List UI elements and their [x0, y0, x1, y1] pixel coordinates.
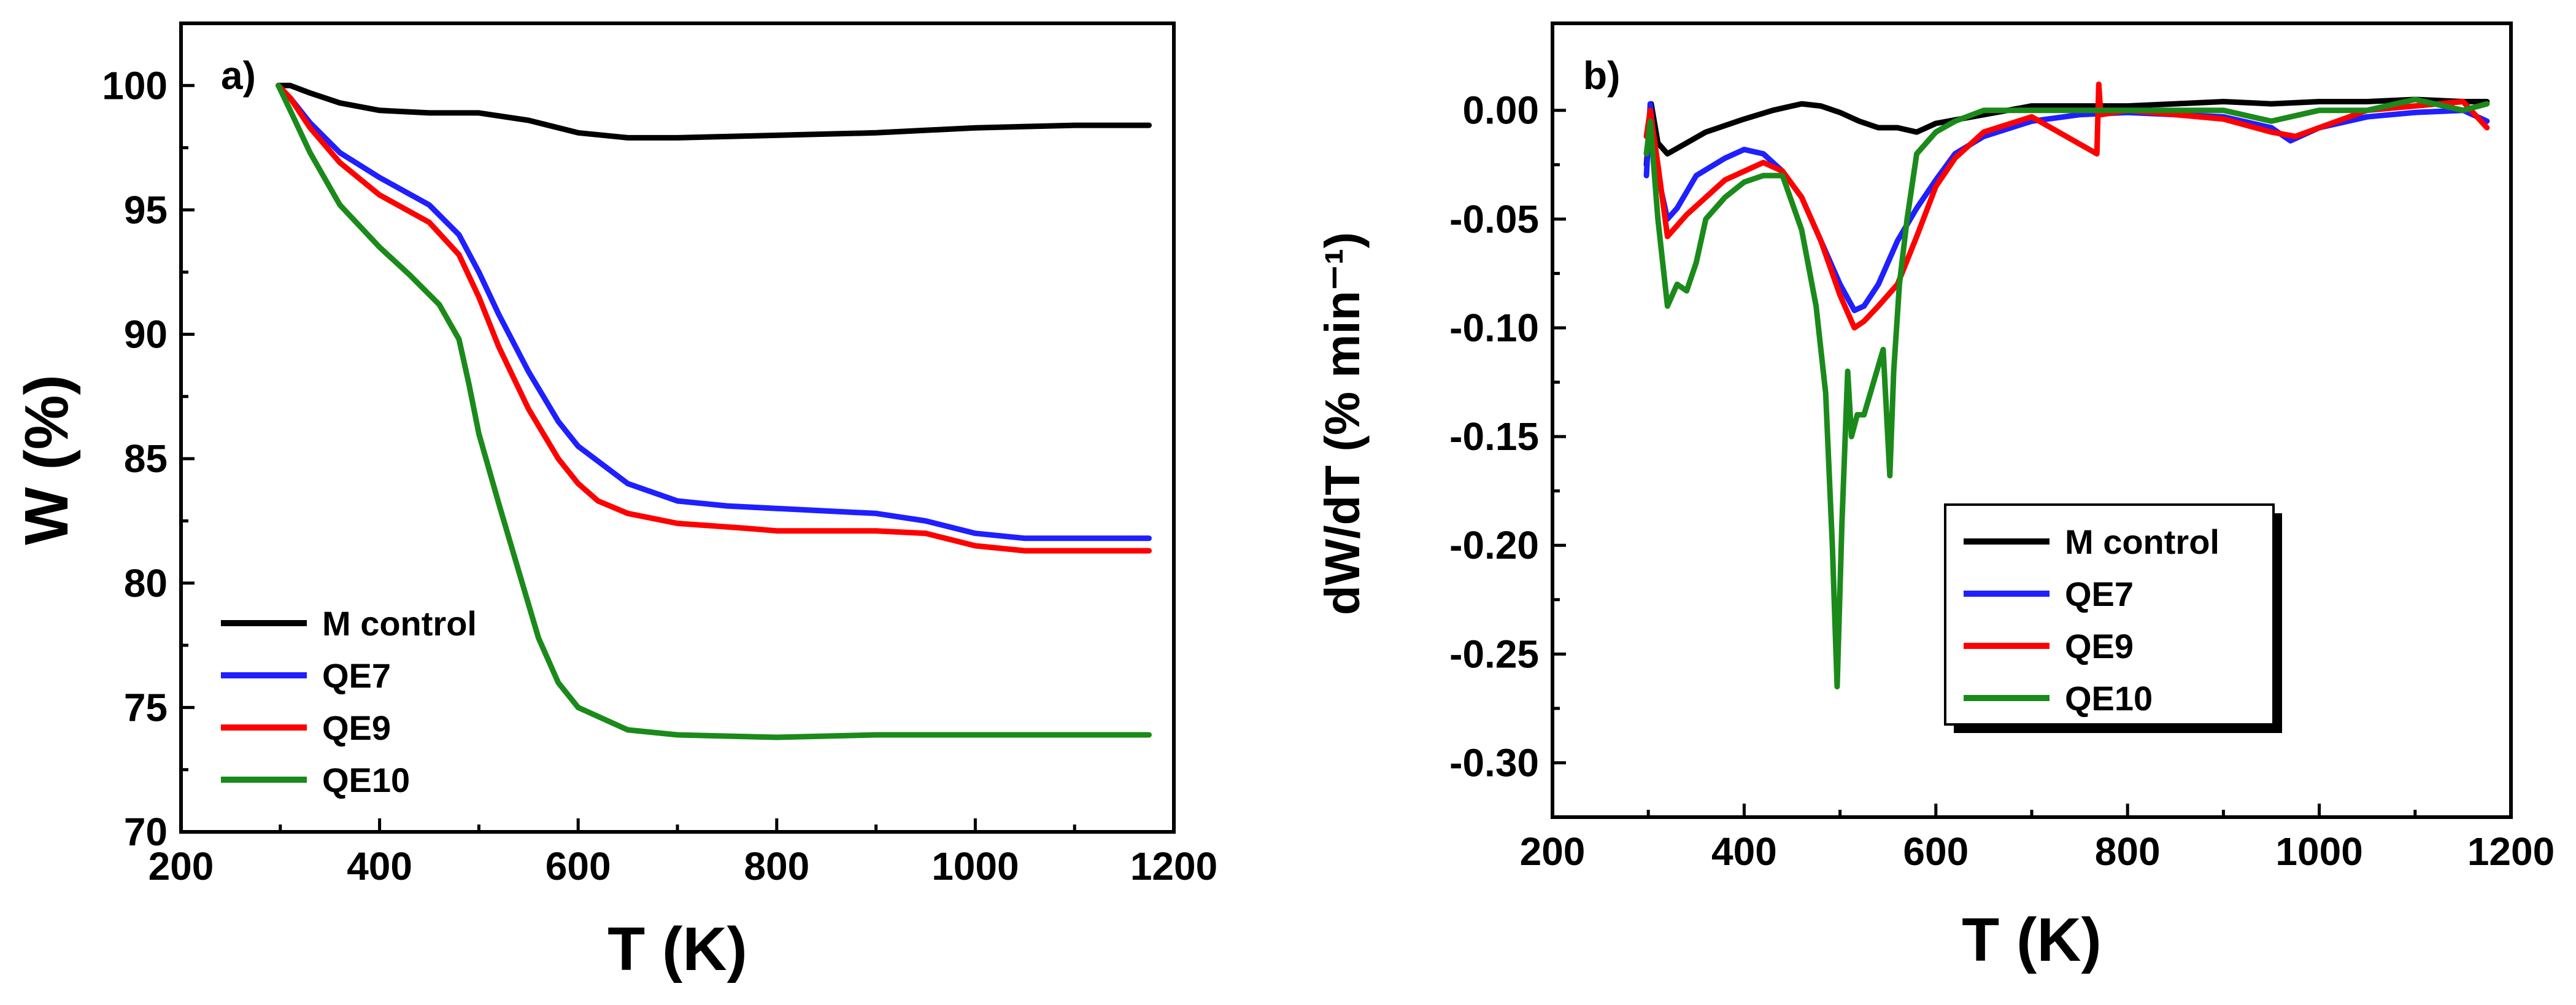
panel-b-y-tick-label: -0.10: [1449, 306, 1539, 350]
panel-b-series-qe10: [1643, 96, 2490, 689]
panel-a-legend: M control QE7 QE9 QE10: [221, 604, 477, 799]
panel-b-ticks: 200 400 600 800 1000 1200 -0.30 -0.25 -0.20 -0.15…: [1449, 88, 2555, 874]
panel-b-y-tick-label: -0.05: [1449, 197, 1539, 241]
panel-a-label: a): [221, 53, 256, 98]
panel-a-x-tick-label: 1200: [1130, 844, 1217, 888]
panel-a-y-axis-title: W (%): [12, 374, 81, 545]
panel-a-ticks: 200 400 600 800 1000 1200 70 75 80 85 90 95 100: [102, 63, 1217, 888]
panel-b-chart: 200 400 600 800 1000 1200 -0.30 -0.25 -0.20 -0.15…: [1315, 21, 2555, 974]
panel-b-x-tick-label: 400: [1711, 829, 1777, 874]
panel-a-x-tick-label: 200: [148, 844, 214, 888]
panel-b-series-group: [1643, 81, 2490, 689]
panel-b-x-tick-label: 1200: [2467, 829, 2555, 874]
panel-a-series-group: [276, 82, 1152, 740]
panel-a-series-m-control: [276, 82, 1152, 141]
panel-a-chart: 200 400 600 800 1000 1200 70 75 80 85 90 95 100 a) T…: [12, 21, 1217, 984]
panel-b-x-axis-title: T (K): [1962, 906, 2102, 974]
panel-b-x-tick-label: 800: [2095, 829, 2161, 874]
panel-b-y-tick-label: -0.15: [1449, 414, 1539, 459]
panel-b-x-tick-label: 600: [1903, 829, 1969, 874]
panel-a-y-tick-label: 80: [124, 561, 168, 605]
panel-a-y-tick-label: 100: [102, 63, 168, 107]
panel-a-y-tick-label: 70: [124, 810, 168, 854]
panel-b-legend: M control QE7 QE9 QE10: [1944, 503, 2282, 733]
panel-a-x-tick-label: 800: [744, 844, 809, 888]
panel-b-legend-label-qe10: QE10: [2065, 679, 2153, 718]
panel-a-legend-label-qe10: QE10: [322, 761, 410, 799]
panel-a-series-qe9: [276, 82, 1152, 554]
panel-b-y-tick-label: -0.25: [1449, 632, 1539, 676]
panel-a-x-tick-label: 1000: [931, 844, 1019, 888]
panel-b-legend-label-qe9: QE9: [2065, 627, 2134, 665]
panel-a-x-tick-label: 600: [546, 844, 611, 888]
panel-b-legend-label-m-control: M control: [2065, 522, 2219, 561]
panel-a-legend-label-qe7: QE7: [322, 656, 391, 695]
panel-b-y-axis-title: dW/dT (% min⁻¹): [1315, 232, 1370, 615]
panel-a-y-tick-label: 90: [124, 312, 168, 357]
panel-a-legend-label-qe9: QE9: [322, 708, 391, 747]
panel-a-y-tick-label: 95: [124, 188, 168, 232]
panel-b-legend-label-qe7: QE7: [2065, 575, 2134, 613]
panel-b-y-tick-label: -0.30: [1449, 740, 1539, 785]
panel-a-series-qe10: [276, 82, 1152, 740]
panel-b-series-qe9: [1643, 81, 2490, 331]
panel-b-y-tick-label: 0.00: [1462, 88, 1539, 133]
panel-b-y-tick-label: -0.20: [1449, 523, 1539, 567]
panel-b-label: b): [1583, 53, 1620, 98]
panel-a-x-axis-title: T (K): [607, 915, 747, 984]
panel-b-series-m-control: [1643, 96, 2490, 168]
panel-a-x-tick-label: 400: [347, 844, 412, 888]
panel-a-legend-label-m-control: M control: [322, 604, 477, 643]
panel-a-series-qe7: [276, 82, 1152, 541]
panel-b-x-tick-label: 1000: [2275, 829, 2362, 874]
panel-a-y-tick-label: 85: [124, 437, 168, 481]
panel-b-x-tick-label: 200: [1520, 829, 1586, 874]
panel-a-y-tick-label: 75: [124, 685, 168, 729]
